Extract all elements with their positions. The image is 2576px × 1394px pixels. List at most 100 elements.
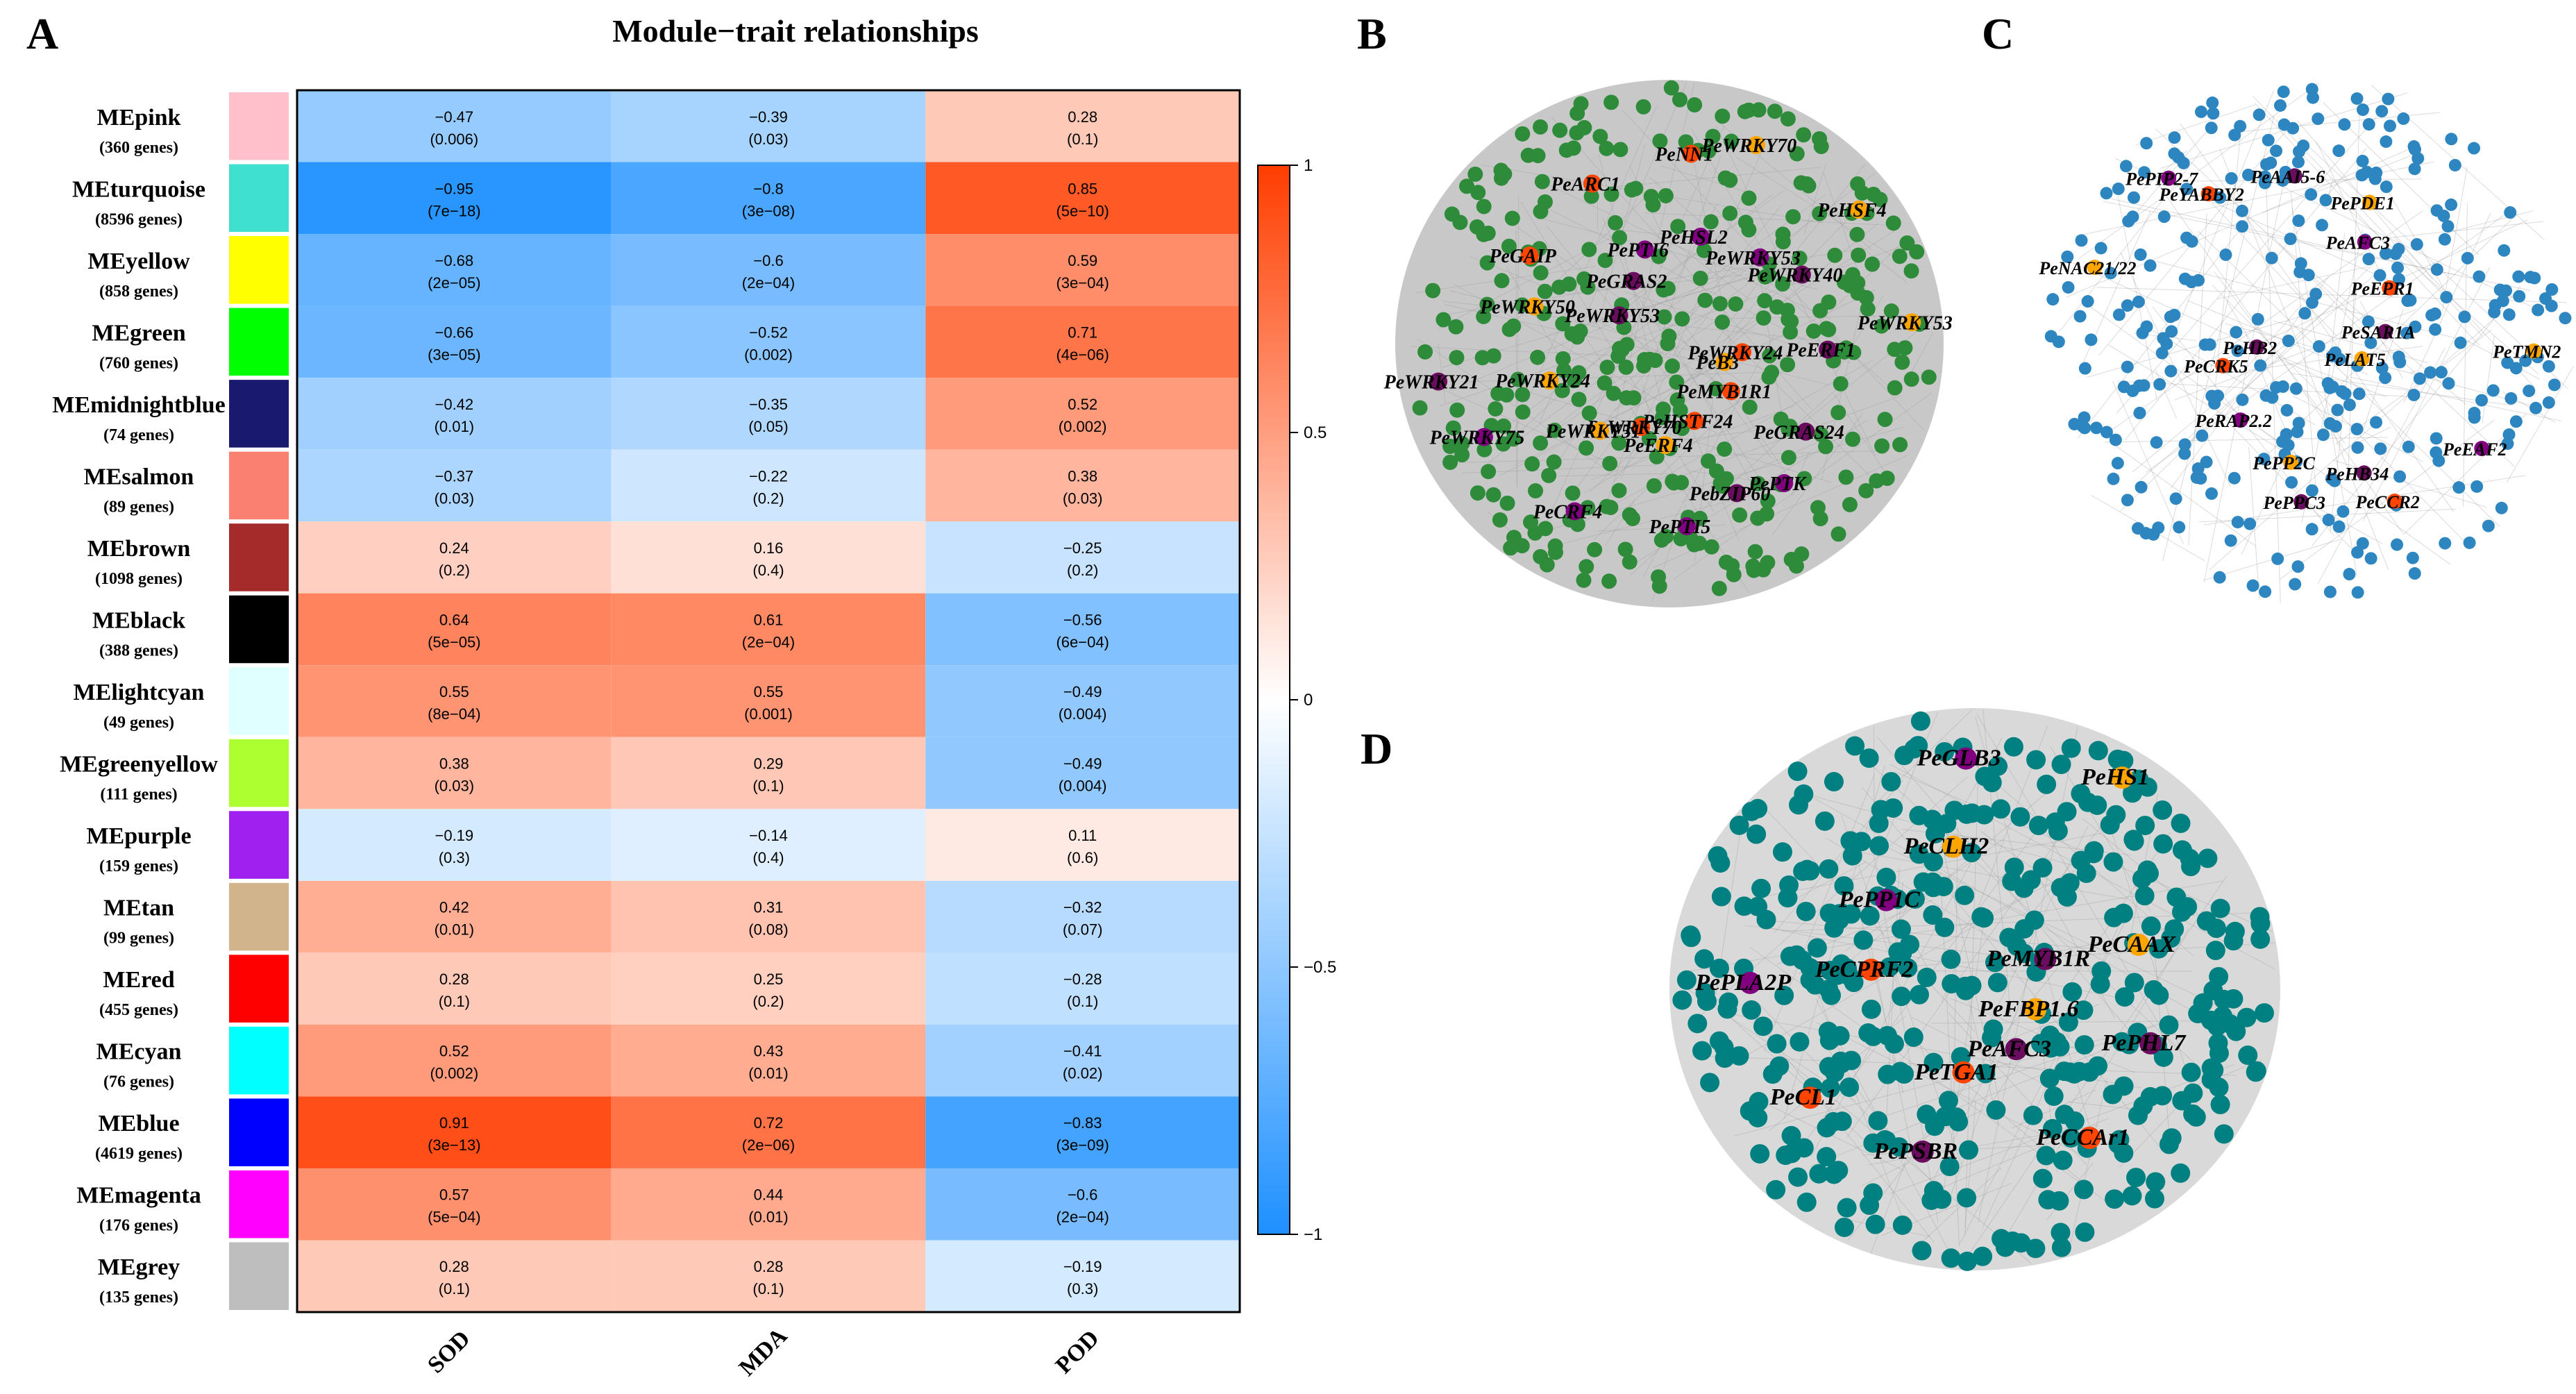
network-node [2073,1000,2094,1021]
network-node [1676,970,1697,990]
network-node [2224,534,2237,547]
cell-pvalue-label: (0.2) [439,562,470,579]
network-edge [2317,348,2445,585]
network-node [2064,1111,2085,1131]
heatmap-cell [925,737,1240,809]
network-node [1552,122,1568,138]
network-node [2003,737,2023,757]
network-node [2289,382,2303,395]
network-node [2236,393,2249,406]
hub-gene-label: PeHSL2 [1659,227,1728,249]
network-node [2200,455,2213,469]
network-edge [1601,143,1646,311]
network-node [2198,848,2218,868]
network-node [2225,171,2238,185]
network-node [2400,326,2414,339]
network-node [1651,249,1667,264]
network-c: PeLAT5 PePPC3 PeCRK5 PePIP2-7 PePDE1 PeSAR1A P… [2038,73,2575,607]
network-node [2090,974,2110,994]
hub-gene-node [1955,747,1978,770]
heatmap-cell [925,1096,1240,1168]
network-d: PeFBP1.6PePSBRPeCPRF2PeGLB3PeCAAXPeAFC3P… [1669,708,2280,1271]
module-color-swatch [229,380,289,448]
network-node [2074,1035,2094,1055]
network-node [2430,263,2443,276]
cell-correlation-label: 0.38 [1068,467,1097,485]
heatmap-cell [925,90,1240,162]
network-node [1626,390,1642,406]
network-node [2482,519,2495,532]
network-node [2135,816,2155,836]
network-node [2140,320,2153,333]
hub-gene-node [1796,422,1815,441]
network-node [2331,403,2344,417]
hub-gene-node [2293,494,2309,510]
network-node [2438,233,2451,246]
network-edge [2050,746,2152,913]
network-node [2171,1163,2191,1183]
network-node [1799,176,1815,192]
network-node [1775,234,1791,250]
network-node [2157,210,2171,224]
module-name: MEbrown [87,536,191,562]
network-node [1722,205,1738,221]
module-gene-count: (99 genes) [103,930,174,948]
cell-pvalue-label: (8e−04) [428,705,480,723]
network-edge [2155,128,2515,467]
network-node [1742,399,1758,415]
cell-correlation-label: −0.68 [435,252,473,269]
network-node [1933,877,1953,897]
network-node [2379,371,2392,385]
network-edge [1417,338,1607,470]
network-node [1983,1019,2003,1039]
network-edge [1910,1167,2003,1253]
network-node [1695,983,1715,1003]
cell-correlation-label: −0.28 [1063,971,1102,988]
network-node [1672,92,1687,108]
network-node [2333,353,2346,366]
cell-pvalue-label: (2e−06) [742,1136,795,1154]
network-node [1909,984,1929,1005]
network-node [1818,439,1834,455]
module-color-swatch [229,236,289,304]
network-node [2254,359,2267,372]
network-node [2380,135,2393,149]
hub-gene-node [1746,135,1765,154]
network-edge [2146,210,2511,473]
network-node [1597,375,1613,391]
network-node [1746,562,1762,578]
cell-correlation-label: 0.38 [439,755,469,773]
network-edge [1812,980,1903,1220]
network-node [1986,1100,2006,1120]
network-node [1845,736,1865,756]
network-node [2168,308,2181,321]
network-node [1747,544,1763,560]
network-node [1442,454,1458,470]
network-node [2155,346,2169,360]
network-edge [2108,344,2293,457]
network-edge [1982,904,2129,1229]
network-node [1728,296,1744,312]
module-name: MEgrey [98,1254,180,1280]
network-node [1729,815,1749,835]
hub-gene-label: PeCCAr1 [2035,1125,2129,1150]
network-node [2432,454,2445,467]
network-node [1579,440,1594,456]
network-node [1459,178,1475,194]
hub-gene-label: PeCAAX [2087,932,2177,957]
cell-correlation-label: −0.22 [749,467,788,485]
network-gene-labels: PeLAT5 PePPC3 PeCRK5 PePIP2-7 PePDE1 PeSAR1A P… [2038,167,2561,512]
network-node [1885,215,1901,231]
network-node [1717,441,1733,457]
network-node [2111,457,2124,470]
hub-gene-label: PeLAT5 [2324,350,2386,370]
cell-correlation-label: −0.6 [1068,1186,1097,1204]
hub-gene-node [1474,428,1493,446]
hub-gene-node [1429,372,1448,391]
network-node [2205,941,2225,961]
module-color-swatch [229,1170,289,1238]
network-node [2380,180,2393,194]
network-node [1715,108,1731,124]
heatmap-cell [297,737,612,809]
network-edge [1535,320,1716,444]
